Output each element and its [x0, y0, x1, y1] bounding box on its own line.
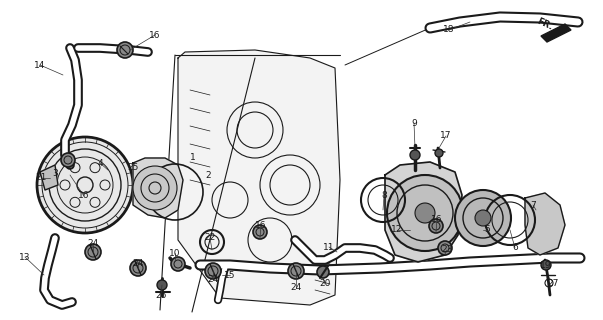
Text: 27: 27	[548, 278, 559, 287]
Circle shape	[415, 203, 435, 223]
Circle shape	[429, 219, 443, 233]
Text: 11: 11	[323, 243, 335, 252]
Text: 16: 16	[431, 215, 443, 225]
Circle shape	[475, 210, 491, 226]
Circle shape	[37, 137, 133, 233]
Circle shape	[253, 225, 267, 239]
Text: 12: 12	[391, 226, 403, 235]
Text: 10: 10	[169, 249, 181, 258]
Circle shape	[541, 260, 551, 270]
Circle shape	[435, 149, 443, 157]
Text: FR.: FR.	[535, 16, 554, 32]
Circle shape	[61, 153, 75, 167]
Text: 21: 21	[36, 173, 46, 182]
Text: 14: 14	[34, 60, 46, 69]
Text: 17: 17	[440, 132, 452, 140]
Text: 6: 6	[512, 244, 518, 252]
Text: 20: 20	[320, 279, 330, 289]
Text: 3: 3	[52, 169, 58, 178]
Polygon shape	[385, 162, 462, 262]
Text: 24: 24	[133, 259, 144, 268]
Circle shape	[205, 263, 221, 279]
Text: 16: 16	[78, 191, 90, 201]
Text: 19: 19	[540, 260, 552, 269]
Circle shape	[130, 260, 146, 276]
Text: 9: 9	[411, 118, 417, 127]
Circle shape	[117, 42, 133, 58]
Text: 1: 1	[190, 154, 196, 163]
Circle shape	[288, 263, 304, 279]
Circle shape	[133, 166, 177, 210]
Circle shape	[171, 257, 185, 271]
Polygon shape	[40, 165, 58, 190]
Text: 15: 15	[224, 270, 236, 279]
Polygon shape	[525, 193, 565, 255]
Polygon shape	[178, 50, 340, 305]
Text: 13: 13	[19, 252, 31, 261]
Circle shape	[410, 150, 420, 160]
Text: 16: 16	[255, 220, 267, 229]
Polygon shape	[133, 158, 183, 218]
Circle shape	[455, 190, 511, 246]
Text: 2: 2	[205, 171, 211, 180]
Circle shape	[157, 280, 167, 290]
Circle shape	[387, 175, 463, 251]
Text: 16: 16	[150, 30, 161, 39]
Text: 23: 23	[441, 245, 453, 254]
Text: 18: 18	[443, 26, 455, 35]
Text: 4: 4	[97, 158, 103, 167]
Text: 26: 26	[156, 291, 166, 300]
Text: 24: 24	[87, 238, 99, 247]
Text: 25: 25	[127, 163, 139, 172]
Polygon shape	[541, 24, 571, 42]
Circle shape	[317, 266, 329, 278]
Text: 24: 24	[291, 284, 302, 292]
Circle shape	[85, 244, 101, 260]
Circle shape	[438, 241, 452, 255]
Text: 5: 5	[484, 226, 490, 235]
Text: 8: 8	[381, 191, 387, 201]
Text: 24: 24	[207, 275, 219, 284]
Text: 22: 22	[204, 234, 216, 243]
Text: 7: 7	[530, 201, 536, 210]
